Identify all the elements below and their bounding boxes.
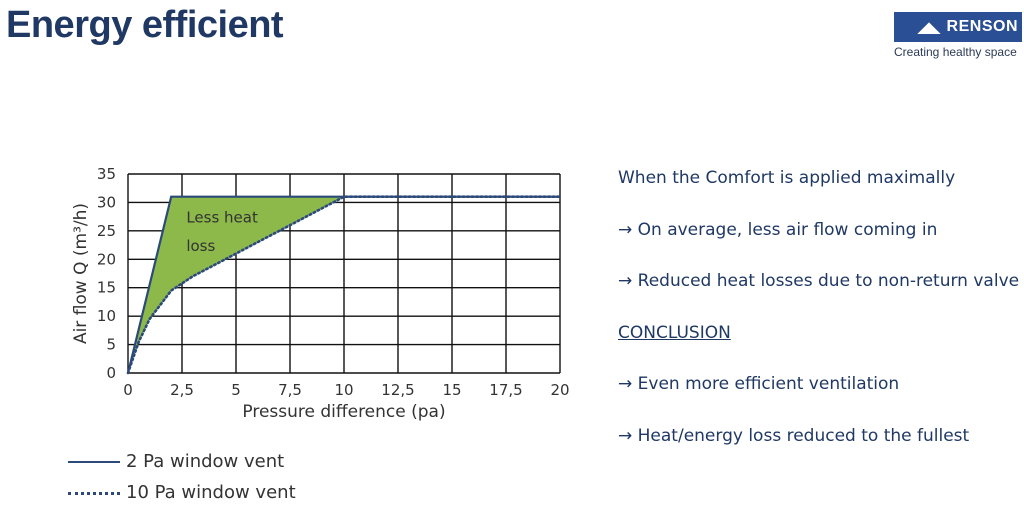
- legend-item-2pa: 2 Pa window vent: [66, 451, 366, 472]
- legend-label: 10 Pa window vent: [126, 482, 296, 503]
- logo-box: ◢◣ RENSON: [894, 12, 1022, 42]
- y-tick-label: 30: [97, 193, 116, 211]
- legend-swatch-solid: [68, 461, 120, 463]
- y-tick-label: 25: [97, 222, 116, 240]
- x-tick-label: 2,5: [170, 381, 194, 399]
- notes-list: When the Comfort is applied maximally → …: [618, 166, 1020, 475]
- x-axis-title: Pressure difference (pa): [242, 402, 445, 422]
- x-tick-label: 12,5: [381, 381, 414, 399]
- x-tick-label: 20: [550, 381, 569, 399]
- conclusion-heading: CONCLUSION: [618, 322, 731, 343]
- y-tick-label: 15: [97, 279, 116, 297]
- page-title: Energy efficient: [6, 4, 284, 46]
- note-line: → Reduced heat losses due to non-return …: [618, 271, 1020, 291]
- airflow-chart: 0 2,5 5 7,5 10 12,5 15 17,5 20 0 5 10 15 20 25 30 35 Les…: [71, 165, 570, 422]
- chart-ticks: 0 2,5 5 7,5 10 12,5 15 17,5 20 0 5 10 15 20 25 30 35: [97, 165, 570, 399]
- y-tick-label: 20: [97, 250, 116, 268]
- note-line: → Even more efficient ventilation: [618, 374, 900, 394]
- series-line-10pa: [126, 195, 562, 375]
- note-line: → On average, less air flow coming in: [618, 219, 938, 240]
- note-line: → Heat/energy loss reduced to the fulles…: [618, 425, 970, 446]
- y-axis-title: Air flow Q (m³/h): [71, 203, 91, 344]
- x-tick-label: 7,5: [278, 381, 302, 399]
- x-tick-label: 17,5: [489, 381, 522, 399]
- x-tick-label: 5: [231, 381, 241, 399]
- y-tick-label: 0: [106, 364, 116, 382]
- legend-label: 2 Pa window vent: [126, 451, 285, 472]
- y-tick-label: 5: [106, 336, 116, 354]
- logo-mark-icon: ◢◣: [918, 18, 941, 35]
- renson-logo: ◢◣ RENSON Creating healthy space: [894, 12, 1024, 59]
- logo-text: RENSON: [946, 18, 1018, 35]
- x-tick-label: 0: [123, 381, 133, 399]
- y-tick-label: 10: [97, 307, 116, 325]
- note-line: When the Comfort is applied maximally: [618, 168, 956, 188]
- shade-label-line-1: Less heat: [186, 208, 258, 226]
- legend-swatch-dotted: [68, 492, 120, 495]
- x-tick-label: 15: [442, 381, 461, 399]
- chart-lines: [126, 195, 562, 375]
- chart-grid: [127, 173, 561, 374]
- less-heat-loss-area: [128, 196, 344, 373]
- logo-tagline: Creating healthy space: [894, 45, 1017, 59]
- y-tick-label: 35: [97, 165, 116, 183]
- legend-item-10pa: 10 Pa window vent: [66, 482, 366, 503]
- shade-label-line-2: loss: [186, 237, 215, 255]
- x-tick-label: 10: [334, 381, 353, 399]
